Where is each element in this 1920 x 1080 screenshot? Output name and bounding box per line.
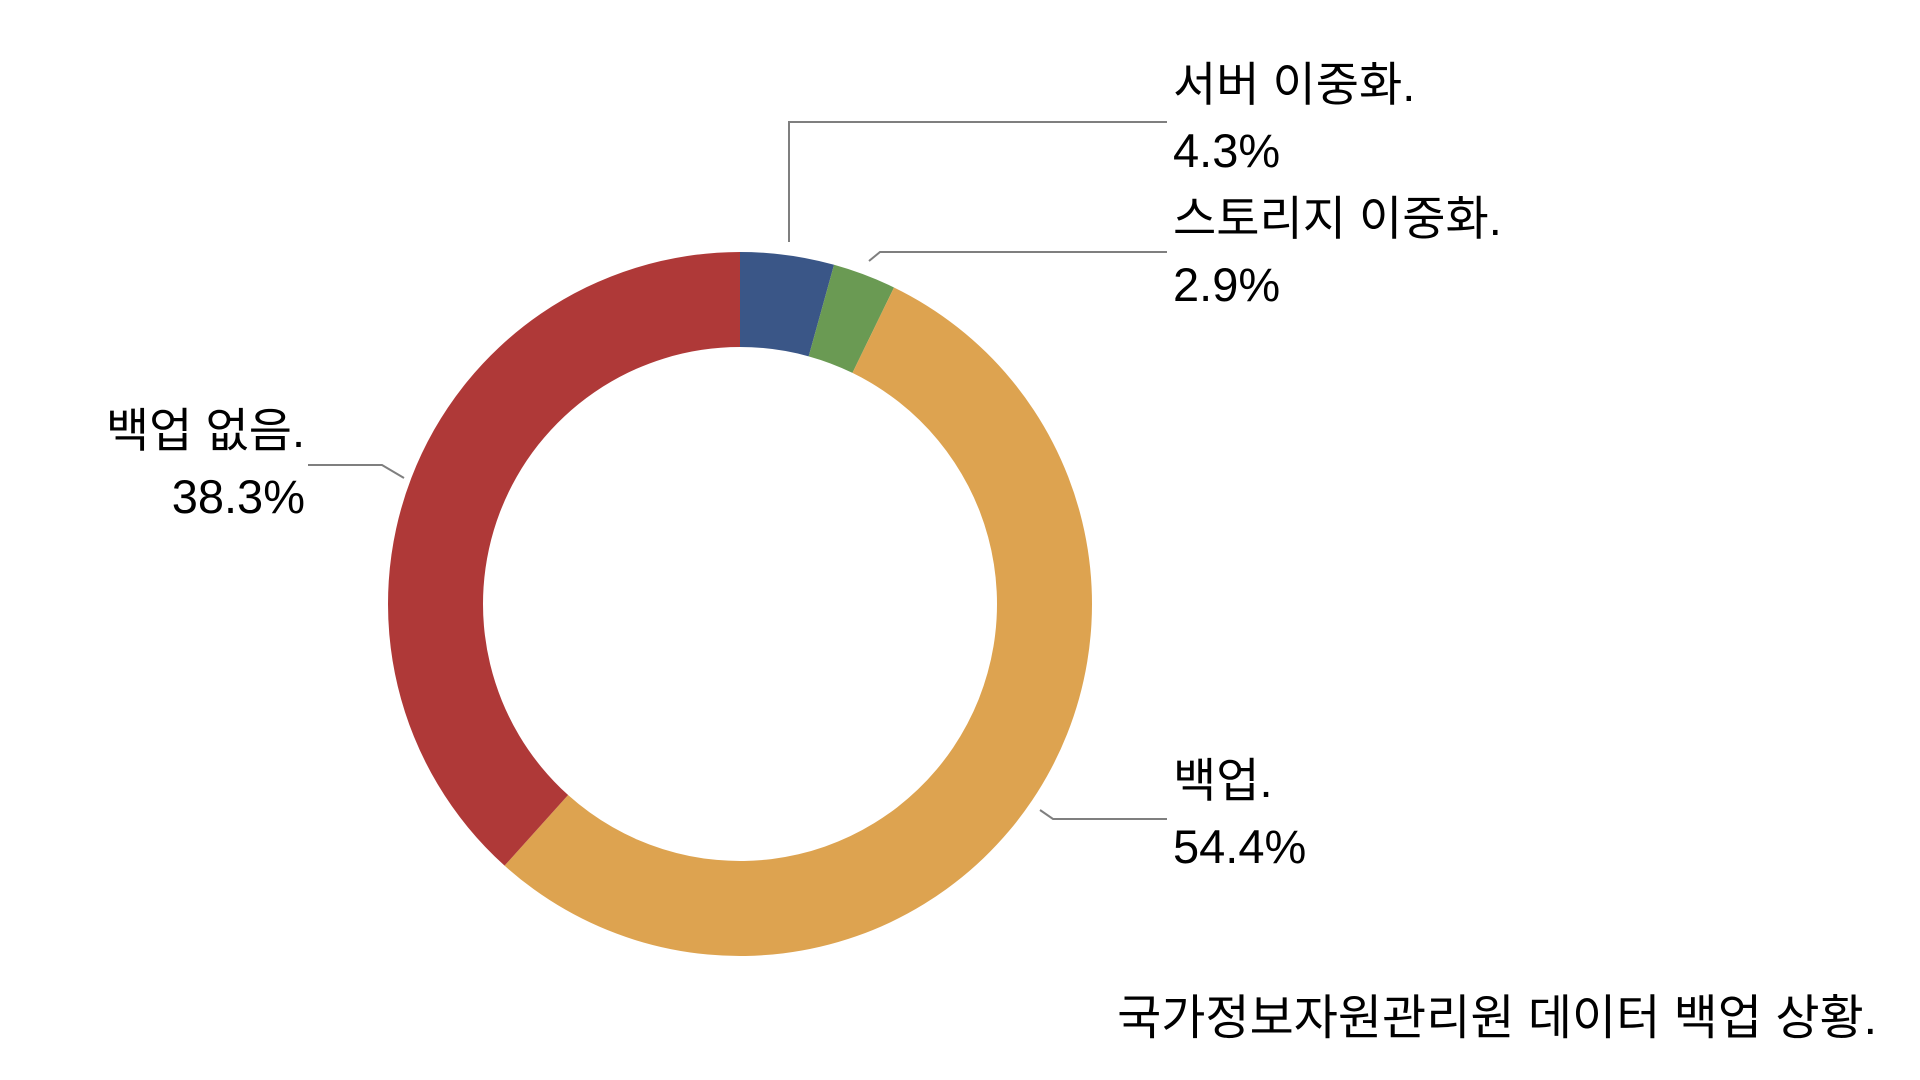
slice-no-backup [388, 251, 740, 866]
callout-server-redundancy: 서버 이중화. 4.3% [1173, 52, 1415, 184]
callout-storage-redundancy-value: 2.9% [1173, 258, 1281, 311]
callout-backup: 백업. 54.4% [1173, 748, 1306, 880]
leader-lines [308, 121, 1167, 820]
callout-storage-redundancy: 스토리지 이중화. 2.9% [1173, 186, 1502, 318]
leader-line-backup [1039, 809, 1167, 820]
leader-line-storage-redundancy [868, 251, 1167, 262]
leader-line-no-backup [308, 464, 405, 479]
slice-backup [504, 287, 1092, 956]
callout-server-redundancy-label: 서버 이중화. [1173, 58, 1416, 111]
callout-no-backup-value: 38.3% [171, 470, 305, 523]
callout-storage-redundancy-label: 스토리지 이중화. [1173, 192, 1502, 245]
callout-no-backup-label: 백업 없음. [105, 404, 305, 457]
callout-server-redundancy-value: 4.3% [1173, 124, 1281, 177]
slice-storage-redundancy [808, 264, 895, 373]
donut-slices [388, 251, 1092, 956]
chart-caption: 국가정보자원관리원 데이터 백업 상황. [1117, 992, 1877, 1045]
slice-server-redundancy [740, 252, 835, 357]
callout-no-backup: 백업 없음. 38.3% [106, 398, 305, 530]
callout-backup-label: 백업. [1173, 754, 1273, 807]
callout-backup-value: 54.4% [1173, 820, 1307, 873]
leader-line-server-redundancy [788, 121, 1167, 242]
